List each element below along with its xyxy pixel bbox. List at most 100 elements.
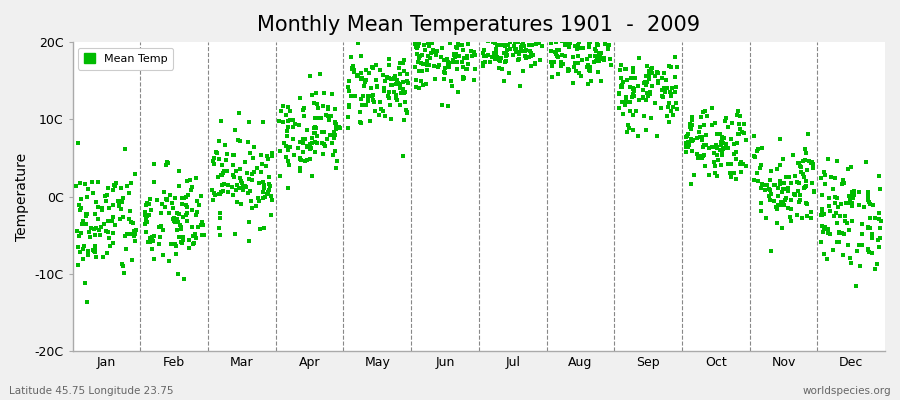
Point <box>754 200 769 206</box>
Point <box>635 94 650 101</box>
Point <box>732 108 746 115</box>
Point <box>682 142 697 148</box>
Point <box>179 210 194 216</box>
Point <box>76 218 90 224</box>
Point <box>176 214 190 220</box>
Point <box>794 169 808 175</box>
Point <box>642 72 656 78</box>
Point <box>396 60 410 66</box>
Point <box>311 114 326 121</box>
Point <box>842 200 856 206</box>
Point <box>790 212 805 218</box>
Point <box>850 248 864 254</box>
Point <box>644 66 658 72</box>
Point <box>783 214 797 220</box>
Point <box>504 16 518 22</box>
Point <box>246 154 260 161</box>
Point <box>332 124 347 130</box>
Point <box>213 210 228 216</box>
Point <box>836 177 850 184</box>
Point <box>763 196 778 203</box>
Point <box>594 50 608 57</box>
Point <box>695 155 709 161</box>
Point <box>868 215 882 221</box>
Point <box>626 91 641 97</box>
Point <box>799 150 814 156</box>
Point <box>687 172 701 178</box>
Point <box>852 202 867 208</box>
Point <box>112 216 127 222</box>
Point <box>764 248 778 254</box>
Point <box>639 126 653 133</box>
Point <box>176 194 190 201</box>
Point <box>176 234 191 240</box>
Point <box>226 152 240 159</box>
Point <box>498 35 512 41</box>
Point <box>614 75 628 82</box>
Point <box>821 226 835 232</box>
Point <box>229 187 243 193</box>
Point <box>418 33 433 39</box>
Point <box>482 58 497 65</box>
Point <box>296 136 310 142</box>
Point <box>715 138 729 144</box>
Point <box>468 52 482 58</box>
Point <box>81 186 95 192</box>
Point <box>242 176 256 182</box>
Point <box>706 150 721 157</box>
Point <box>580 56 595 63</box>
Point <box>302 146 317 152</box>
Point <box>415 68 429 74</box>
Point <box>767 182 781 188</box>
Point <box>612 90 626 96</box>
Point <box>454 32 469 39</box>
Point <box>287 121 302 127</box>
Point <box>293 155 308 161</box>
Point <box>292 122 307 129</box>
Point <box>574 57 589 63</box>
Point <box>374 106 389 112</box>
Point <box>507 43 521 49</box>
Point <box>182 245 196 252</box>
Point <box>631 133 645 140</box>
Point <box>690 151 705 157</box>
Point <box>277 140 292 147</box>
Point <box>355 74 369 81</box>
Point <box>549 50 563 57</box>
Point <box>147 160 161 167</box>
Point <box>544 48 558 54</box>
Point <box>525 21 539 27</box>
Point <box>575 19 590 25</box>
Point <box>498 42 512 49</box>
Point <box>328 119 343 126</box>
Point <box>784 180 798 186</box>
Point <box>761 192 776 199</box>
Point <box>357 83 372 89</box>
Point <box>614 84 628 90</box>
Point <box>693 124 707 130</box>
Point <box>638 97 652 103</box>
Point <box>194 192 208 199</box>
Point <box>292 164 307 171</box>
Point <box>140 218 154 225</box>
Point <box>71 244 86 250</box>
Point <box>797 146 812 152</box>
Point <box>754 145 769 151</box>
Point <box>709 144 724 150</box>
Point <box>657 84 671 91</box>
Point <box>216 188 230 194</box>
Point <box>87 210 102 217</box>
Point <box>264 193 278 199</box>
Point <box>554 63 568 70</box>
Point <box>455 76 470 82</box>
Point <box>138 212 152 218</box>
Point <box>561 68 575 74</box>
Point <box>75 205 89 211</box>
Point <box>261 189 275 195</box>
Point <box>769 204 783 210</box>
Point <box>142 235 157 241</box>
Point <box>732 121 746 127</box>
Point <box>363 118 377 124</box>
Point <box>617 102 632 108</box>
Point <box>778 194 793 201</box>
